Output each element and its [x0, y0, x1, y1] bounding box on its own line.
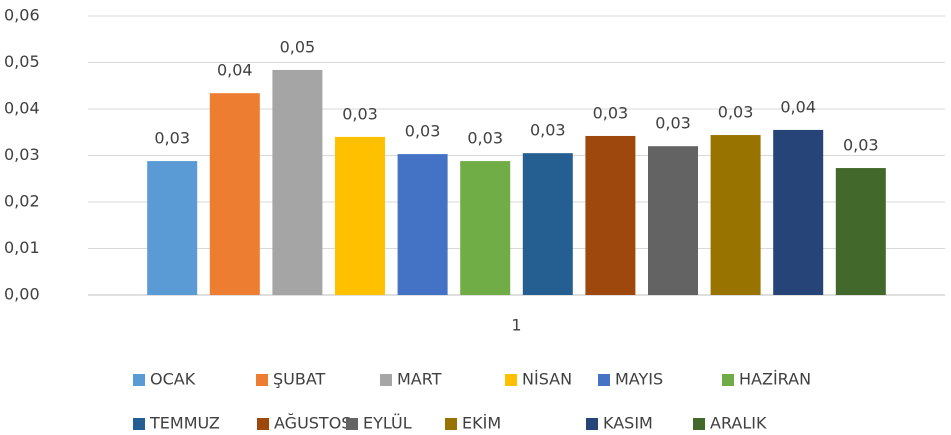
- legend-label: TEMMUZ: [149, 414, 220, 433]
- legend-swatch: [586, 418, 598, 430]
- legend-label: EKİM: [462, 414, 501, 433]
- bar: [272, 69, 323, 295]
- legend-swatch: [505, 374, 517, 386]
- bar: [522, 153, 573, 295]
- legend-label: EYLÜL: [363, 414, 412, 433]
- legend-label: NİSAN: [522, 370, 572, 389]
- data-label: 0,03: [655, 114, 691, 133]
- legend-swatch: [445, 418, 457, 430]
- legend-swatch: [133, 374, 145, 386]
- bar: [710, 135, 761, 295]
- data-label: 0,03: [154, 129, 190, 148]
- data-label: 0,03: [843, 136, 879, 155]
- y-tick-label: 0,03: [4, 145, 40, 164]
- legend-label: ARALIK: [710, 414, 767, 433]
- bar: [585, 135, 636, 295]
- legend-swatch: [380, 374, 392, 386]
- y-tick-label: 0,02: [4, 192, 40, 211]
- legend-label: AĞUSTOS: [274, 414, 351, 433]
- bar: [773, 129, 824, 295]
- data-label: 0,03: [405, 122, 441, 141]
- legend-label: HAZİRAN: [739, 370, 811, 389]
- data-label: 0,05: [280, 37, 316, 56]
- y-tick-label: 0,00: [4, 285, 40, 304]
- legend-swatch: [598, 374, 610, 386]
- bar: [835, 168, 886, 295]
- legend-swatch: [722, 374, 734, 386]
- legend-label: ŞUBAT: [273, 370, 326, 389]
- data-label: 0,03: [530, 121, 566, 140]
- data-label: 0,03: [467, 129, 503, 148]
- y-tick-label: 0,01: [4, 238, 40, 257]
- legend-label: MART: [397, 370, 442, 389]
- legend-label: MAYIS: [615, 370, 663, 389]
- data-label: 0,03: [593, 103, 629, 122]
- y-tick-label: 0,05: [4, 52, 40, 71]
- data-label: 0,04: [780, 97, 816, 116]
- bar: [648, 146, 698, 295]
- bar: [335, 136, 385, 295]
- legend-label: OCAK: [150, 370, 196, 389]
- data-label: 0,03: [718, 103, 754, 122]
- legend-swatch: [133, 418, 145, 430]
- legend-swatch: [346, 418, 358, 430]
- legend-label: KASIM: [603, 414, 653, 433]
- y-tick-label: 0,06: [4, 6, 40, 25]
- bar: [460, 161, 511, 295]
- legend-swatch: [693, 418, 705, 430]
- data-label: 0,04: [217, 61, 253, 80]
- legend-swatch: [257, 418, 269, 430]
- legend-swatch: [256, 374, 268, 386]
- bar: [209, 93, 260, 295]
- bar: [147, 161, 198, 295]
- x-tick-label: 1: [511, 316, 521, 335]
- data-label: 0,03: [342, 104, 378, 123]
- bar: [397, 154, 448, 295]
- y-tick-label: 0,04: [4, 99, 40, 118]
